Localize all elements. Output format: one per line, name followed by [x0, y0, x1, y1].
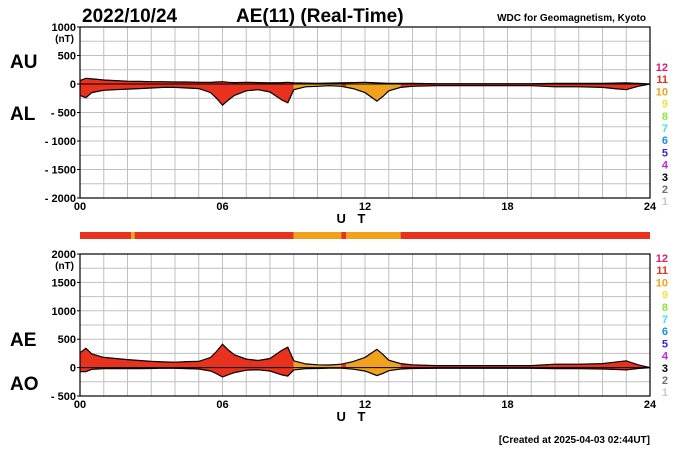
- series-label-au: AU: [10, 52, 37, 73]
- series-label-al: AL: [10, 104, 36, 125]
- legend-item-8: 8: [662, 302, 668, 314]
- series-label-ao: AO: [10, 374, 39, 395]
- series-label-ae: AE: [10, 330, 36, 351]
- y-unit-label: (nT): [55, 34, 74, 45]
- station-band-segment: [400, 232, 650, 239]
- ae-ao-panel: 2000 1500 1000 500 0 - 500 (nT) 00 06 12 18 24 U T AE…: [10, 249, 657, 424]
- station-band-segment: [80, 232, 132, 239]
- area-fill-ae-ao: [80, 344, 294, 377]
- series-line-ao: [80, 367, 651, 378]
- legend-item-3: 3: [662, 363, 668, 375]
- y-tick-label: 500: [58, 334, 76, 346]
- legend-item-12: 12: [656, 62, 668, 74]
- area-fill-ae-ao: [346, 349, 401, 376]
- plot-title: AE(11) (Real-Time): [236, 6, 404, 27]
- x-tick-label: 00: [74, 201, 86, 213]
- legend-item-6: 6: [662, 326, 668, 338]
- y-tick-label: 1000: [52, 306, 76, 318]
- area-fill-au-al: [346, 82, 401, 102]
- y-tick-label: 2000: [52, 249, 76, 261]
- station-band-segment: [131, 232, 135, 239]
- created-timestamp: [Created at 2025-04-03 02:44UT]: [499, 435, 650, 446]
- x-tick-label: 06: [216, 201, 228, 213]
- legend-item-2: 2: [662, 184, 668, 196]
- x-tick-label: 12: [359, 201, 371, 213]
- y-tick-label: - 500: [51, 391, 76, 403]
- station-band-segment: [341, 232, 346, 239]
- y-tick-label: - 2000: [45, 193, 76, 205]
- x-tick-label: 06: [216, 399, 228, 411]
- legend-item-4: 4: [662, 351, 669, 363]
- legend-item-10: 10: [656, 86, 668, 98]
- y-tick-label: - 1500: [45, 165, 76, 177]
- legend-item-5: 5: [662, 147, 668, 159]
- legend-item-8: 8: [662, 111, 668, 123]
- y-tick-label: 1500: [52, 277, 76, 289]
- legend-item-1: 1: [662, 196, 668, 208]
- series-line-ae: [79, 343, 651, 369]
- legend-item-11: 11: [656, 265, 668, 277]
- y-tick-label: - 500: [51, 108, 76, 120]
- area-fill-au-al: [400, 82, 650, 90]
- data-source: WDC for Geomagnetism, Kyoto: [497, 13, 646, 24]
- station-count-band: [80, 232, 650, 239]
- x-axis-label: U T: [337, 211, 370, 226]
- legend-item-2: 2: [662, 375, 668, 387]
- y-tick-label: 0: [70, 363, 76, 375]
- y-tick-label: 500: [58, 51, 76, 63]
- station-band-segment: [346, 232, 401, 239]
- series-line-al: [79, 83, 651, 106]
- grid-lines: [80, 254, 650, 396]
- x-tick-label: 18: [501, 399, 513, 411]
- x-tick-label: 12: [359, 399, 371, 411]
- y-tick-label: 1000: [52, 22, 76, 34]
- station-band-segment: [293, 232, 342, 239]
- legend-item-9: 9: [662, 99, 668, 111]
- legend-item-11: 11: [656, 74, 668, 86]
- x-axis-label: U T: [337, 409, 370, 424]
- legend-item-7: 7: [662, 123, 668, 135]
- legend-item-3: 3: [662, 172, 668, 184]
- x-tick-label: 18: [501, 201, 513, 213]
- legend-item-7: 7: [662, 314, 668, 326]
- area-fill-au-al: [80, 78, 294, 106]
- legend-item-9: 9: [662, 290, 668, 302]
- plot-date: 2022/10/24: [82, 6, 178, 27]
- station-band-segment: [134, 232, 294, 239]
- au-al-panel: 1000 500 0 - 500 - 1000 - 1500 - 2000 (nT) 00 06 1…: [10, 22, 657, 226]
- legend-item-5: 5: [662, 338, 668, 350]
- grid-lines: [80, 27, 650, 198]
- y-unit-label: (nT): [55, 261, 74, 272]
- y-tick-label: - 1000: [45, 136, 76, 148]
- plot-frame: [79, 253, 651, 397]
- y-tick-label: 0: [70, 79, 76, 91]
- legend-item-1: 1: [662, 387, 668, 399]
- legend-item-10: 10: [656, 277, 668, 289]
- legend-item-12: 12: [656, 253, 668, 265]
- legend-item-4: 4: [662, 160, 669, 172]
- legend-item-6: 6: [662, 135, 668, 147]
- x-tick-label: 00: [74, 399, 86, 411]
- x-tick-label: 24: [644, 201, 657, 213]
- x-tick-label: 24: [644, 399, 657, 411]
